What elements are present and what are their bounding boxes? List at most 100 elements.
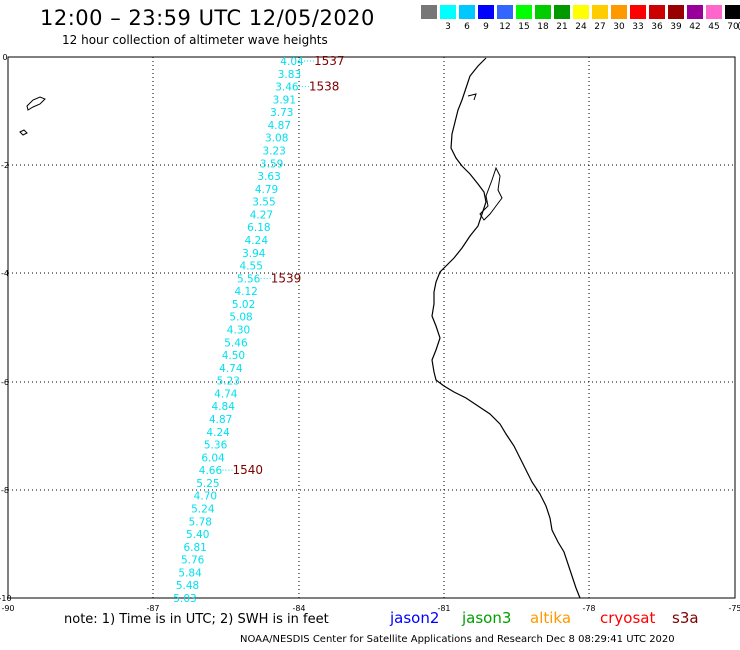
legend-label: 6 bbox=[464, 22, 470, 32]
gulf-of-guayaquil bbox=[479, 166, 503, 221]
legend-swatch bbox=[592, 5, 608, 19]
pass-time-label: 1539 bbox=[271, 271, 302, 285]
legend-label: 45 bbox=[708, 22, 720, 32]
wave-height-label: 4.87 bbox=[268, 120, 291, 132]
galapagos-islet bbox=[19, 129, 28, 136]
credit-line: NOAA/NESDIS Center for Satellite Applica… bbox=[240, 634, 675, 645]
x-tick-label: -84 bbox=[292, 604, 305, 613]
legend-label: 12 bbox=[499, 22, 511, 32]
wave-height-label: 3.91 bbox=[273, 94, 296, 106]
wave-height-label: 3.73 bbox=[270, 107, 293, 119]
wave-height-label: 4.50 bbox=[222, 350, 245, 362]
legend-swatch bbox=[535, 5, 551, 19]
legend-swatch bbox=[668, 5, 684, 19]
y-tick-label: -2 bbox=[1, 161, 9, 170]
wave-height-label: 5.78 bbox=[189, 516, 212, 528]
legend-label: 27 bbox=[594, 22, 606, 32]
wave-height-label: 5.56 bbox=[237, 273, 261, 285]
wave-height-label: 5.40 bbox=[186, 529, 209, 541]
legend-label: 42 bbox=[689, 22, 701, 32]
wave-height-label: 5.03 bbox=[173, 593, 196, 605]
pass-time-label: 1540 bbox=[232, 463, 263, 477]
wave-height-label: 4.30 bbox=[227, 325, 250, 337]
x-tick-label: -81 bbox=[437, 604, 450, 613]
wave-height-label: 6.81 bbox=[183, 542, 206, 554]
wave-height-label: 5.23 bbox=[217, 376, 240, 388]
legend-swatch bbox=[459, 5, 475, 19]
wave-height-label: 4.74 bbox=[214, 388, 238, 400]
y-tick-label: -10 bbox=[0, 594, 12, 603]
legend-swatch bbox=[611, 5, 627, 19]
satellite-s3a: s3a bbox=[672, 609, 699, 627]
wave-height-label: 4.87 bbox=[209, 414, 232, 426]
legend-swatch bbox=[516, 5, 532, 19]
legend-swatch bbox=[649, 5, 665, 19]
wave-height-label: 4.24 bbox=[245, 235, 269, 247]
legend-label: 3 bbox=[445, 22, 451, 32]
legend-swatch bbox=[573, 5, 589, 19]
legend-label: 21 bbox=[556, 22, 568, 32]
wave-height-label: 5.02 bbox=[232, 299, 255, 311]
coast-detail bbox=[467, 93, 477, 101]
legend-swatch bbox=[478, 5, 494, 19]
wave-height-label: 3.23 bbox=[262, 146, 285, 158]
legend-swatch bbox=[687, 5, 703, 19]
wave-height-label: 4.70 bbox=[194, 491, 217, 503]
wave-height-label: 4.84 bbox=[212, 401, 236, 413]
wave-height-label: 3.63 bbox=[257, 171, 280, 183]
map-frame bbox=[7, 56, 736, 599]
satellite-cryosat: cryosat bbox=[600, 609, 656, 627]
wave-height-label: 5.24 bbox=[191, 504, 215, 516]
x-tick-label: -75 bbox=[728, 604, 740, 613]
page-subtitle: 12 hour collection of altimeter wave hei… bbox=[62, 33, 328, 47]
page-title: 12:00 – 23:59 UTC 12/05/2020 bbox=[40, 6, 375, 30]
legend-label: 30 bbox=[613, 22, 625, 32]
satellite-jason3: jason3 bbox=[462, 609, 512, 627]
legend-label: 70 bbox=[727, 22, 739, 32]
y-tick-label: 0 bbox=[2, 53, 7, 62]
wave-height-label: 4.24 bbox=[206, 427, 230, 439]
wave-height-label: 5.76 bbox=[181, 555, 205, 567]
galapagos-island bbox=[26, 96, 46, 111]
wave-height-label: 5.46 bbox=[224, 337, 248, 349]
pass-time-label: 1538 bbox=[309, 80, 340, 94]
wave-height-label: 4.27 bbox=[250, 209, 273, 221]
wave-height-label: 3.94 bbox=[242, 248, 266, 260]
y-tick-labels: 0 -2 -4 -6 -8 -10 bbox=[0, 53, 12, 603]
legend-unit: (ft) bbox=[732, 22, 740, 32]
wave-height-label: 4.66 bbox=[199, 465, 223, 477]
x-tick-label: -78 bbox=[582, 604, 595, 613]
legend-swatch bbox=[706, 5, 722, 19]
legend-swatch bbox=[725, 5, 740, 19]
satellite-jason2: jason2 bbox=[390, 609, 440, 627]
x-tick-label: -87 bbox=[146, 604, 159, 613]
wave-height-label: 3.55 bbox=[252, 197, 275, 209]
satellite-track: 4.043.833.463.913.734.873.083.233.593.63… bbox=[173, 56, 304, 605]
wave-height-label: 5.84 bbox=[178, 567, 202, 579]
legend-label: 39 bbox=[670, 22, 682, 32]
legend-label: 33 bbox=[632, 22, 644, 32]
y-tick-label: -6 bbox=[1, 378, 9, 387]
x-tick-labels: -90 -87 -84 -81 -78 -75 bbox=[1, 604, 740, 613]
wave-height-label: 5.48 bbox=[176, 580, 199, 592]
legend-swatch bbox=[421, 5, 437, 19]
legend-label: 24 bbox=[575, 22, 587, 32]
wave-height-label: 4.79 bbox=[255, 184, 278, 196]
wave-height-label: 3.59 bbox=[260, 158, 283, 170]
x-tick-label: -90 bbox=[1, 604, 14, 613]
satellite-altika: altika bbox=[530, 609, 572, 627]
legend-label: 9 bbox=[483, 22, 489, 32]
wave-height-label: 4.55 bbox=[240, 261, 263, 273]
wave-height-label: 3.83 bbox=[278, 69, 301, 81]
pass-time-label: 1537 bbox=[314, 54, 345, 68]
wave-height-label: 4.04 bbox=[280, 56, 304, 68]
wave-height-label: 3.46 bbox=[275, 82, 299, 94]
legend-swatch bbox=[497, 5, 513, 19]
wave-height-label: 6.18 bbox=[247, 222, 270, 234]
y-tick-label: -4 bbox=[1, 269, 9, 278]
wave-height-label: 5.36 bbox=[204, 440, 228, 452]
pass-time-labels: 1537 1538 1539 1540 bbox=[222, 54, 345, 477]
legend-label: 15 bbox=[518, 22, 530, 32]
y-tick-label: -8 bbox=[1, 486, 9, 495]
